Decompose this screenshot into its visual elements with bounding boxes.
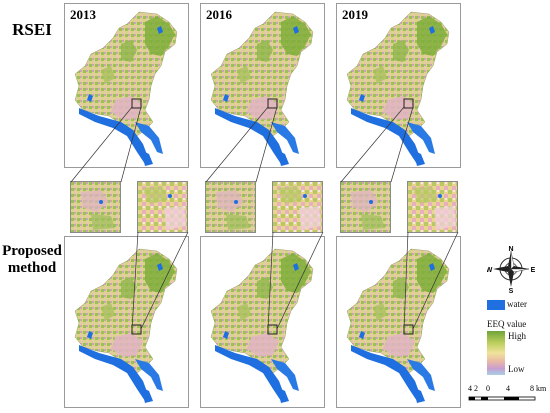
map-panel-rsei-2013: 2013 [64, 3, 189, 168]
year-label-2013: 2013 [70, 7, 96, 22]
region-map-rsei-2013 [74, 11, 178, 167]
map-panel-proposed-2016 [200, 236, 325, 408]
region-map-proposed-2016 [210, 248, 314, 404]
scale-bar: 4 2 0 4 8 km [466, 384, 548, 410]
compass-south-label: S [509, 288, 514, 293]
compass-west-label: W [487, 267, 493, 274]
inset-proposed-2013 [137, 181, 188, 233]
scale-tick-4-left: 4 [468, 384, 472, 393]
legend-high-label: High [508, 331, 526, 341]
north-arrow-compass-icon: N S W E [487, 246, 535, 293]
inset-rsei-2016 [205, 181, 256, 233]
inset-proposed-2019 [407, 181, 458, 233]
year-label-2019: 2019 [342, 7, 368, 22]
row-label-proposed-line2: method [7, 260, 57, 277]
inset-rsei-2019 [340, 181, 391, 233]
compass-north-label: N [508, 246, 513, 253]
map-panel-proposed-2013 [64, 236, 189, 408]
inset-rsei-2013 [70, 181, 121, 233]
row-label-rsei: RSEI [12, 20, 52, 39]
scale-unit: km [536, 384, 547, 393]
inset-proposed-2016 [272, 181, 323, 233]
year-label-2016: 2016 [206, 7, 232, 22]
scale-tick-8: 8 [530, 384, 534, 393]
compass-east-label: E [531, 267, 535, 274]
region-map-proposed-2019 [346, 248, 450, 404]
legend-water-label: water [507, 299, 527, 309]
region-map-rsei-2016 [210, 11, 314, 167]
map-panel-rsei-2016: 2016 [200, 3, 325, 168]
map-panel-proposed-2019 [336, 236, 461, 408]
region-map-rsei-2019 [346, 11, 450, 167]
zoom-box [403, 324, 414, 335]
row-label-proposed-line1: Proposed [2, 243, 62, 259]
scale-tick-4: 4 [506, 384, 510, 393]
row-label-proposed-method: Proposed method [0, 243, 64, 278]
region-map-proposed-2013 [74, 248, 178, 404]
legend-low-label: Low [508, 364, 525, 374]
map-panel-rsei-2019: 2019 [336, 3, 461, 168]
legend-title: EEQ value [487, 319, 527, 329]
legend-eeq-color-ramp [487, 331, 505, 375]
scale-tick-2: 2 [474, 384, 478, 393]
scale-tick-0: 0 [486, 384, 490, 393]
legend-water-swatch [487, 300, 505, 310]
